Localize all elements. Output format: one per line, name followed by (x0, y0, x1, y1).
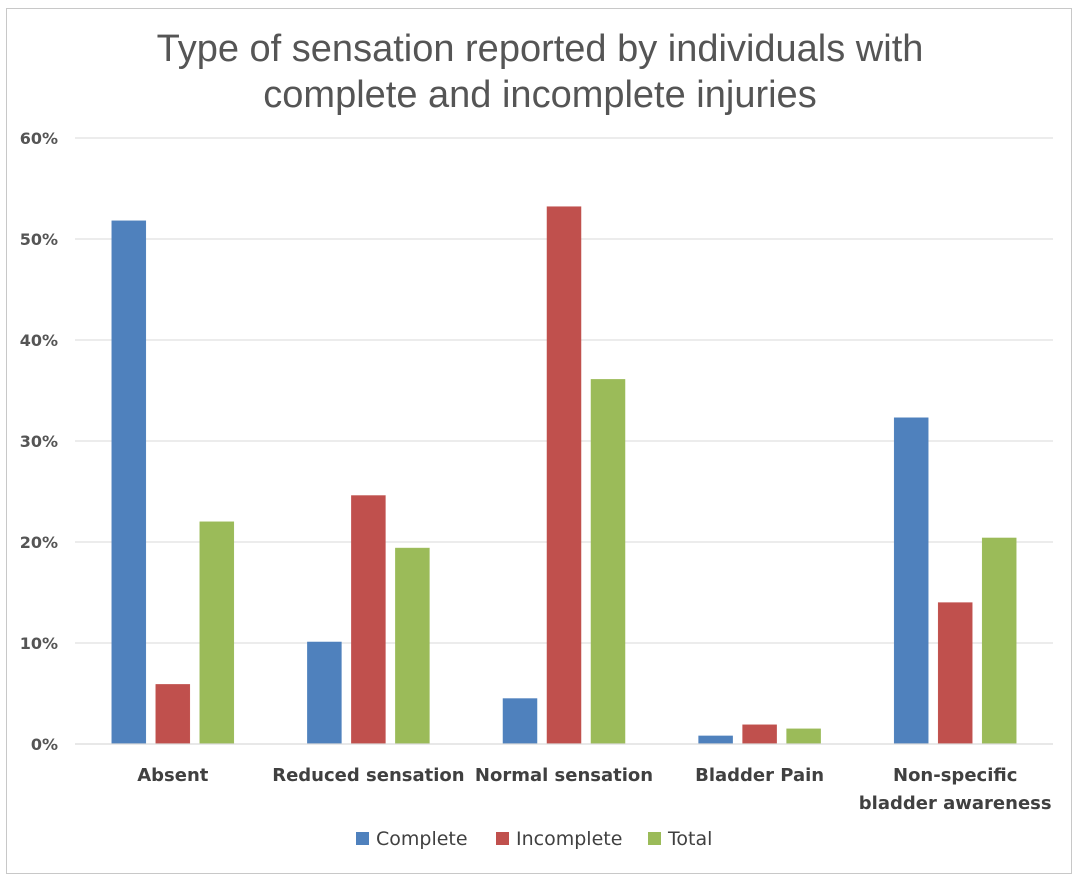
y-tick-label: 40% (20, 331, 58, 350)
legend-label-complete: Complete (376, 828, 468, 850)
bar-complete-3 (698, 735, 733, 745)
y-tick-label: 30% (20, 432, 58, 451)
x-category-label: Bladder Pain (695, 765, 824, 786)
x-category-label: Normal sensation (475, 765, 653, 786)
bar-total-0 (199, 521, 235, 745)
y-tick-label: 10% (20, 634, 58, 653)
y-tick-label: 50% (20, 230, 58, 249)
bar-total-4 (981, 537, 1017, 745)
x-category-label: Non-specific (893, 765, 1017, 786)
bar-incomplete-2 (546, 206, 582, 745)
bar-complete-1 (307, 641, 342, 745)
legend-label-incomplete: Incomplete (516, 828, 622, 850)
bar-total-1 (395, 547, 430, 745)
legend-swatch-complete (356, 832, 369, 845)
chart-title-line-1: Type of sensation reported by individual… (156, 28, 924, 70)
bar-total-3 (786, 728, 821, 745)
bar-incomplete-3 (742, 724, 777, 745)
chart-title-line-2: complete and incomplete injuries (263, 74, 817, 116)
legend-swatch-total (648, 832, 661, 845)
bar-incomplete-0 (155, 684, 191, 745)
y-tick-label: 0% (31, 735, 58, 754)
x-category-label: bladder awareness (859, 793, 1052, 814)
y-tick-label: 60% (20, 129, 58, 148)
x-category-label: Reduced sensation (272, 765, 464, 786)
bar-incomplete-4 (937, 602, 973, 745)
bar-complete-2 (502, 698, 538, 745)
legend-swatch-incomplete (496, 832, 509, 845)
x-category-label: Absent (137, 765, 209, 786)
chart-title: Type of sensation reported by individual… (0, 26, 1080, 118)
y-tick-label: 20% (20, 533, 58, 552)
legend-label-total: Total (667, 828, 712, 850)
bar-complete-0 (111, 220, 147, 745)
bar-total-2 (590, 379, 626, 745)
bar-complete-4 (893, 417, 929, 745)
bar-incomplete-1 (351, 495, 386, 745)
